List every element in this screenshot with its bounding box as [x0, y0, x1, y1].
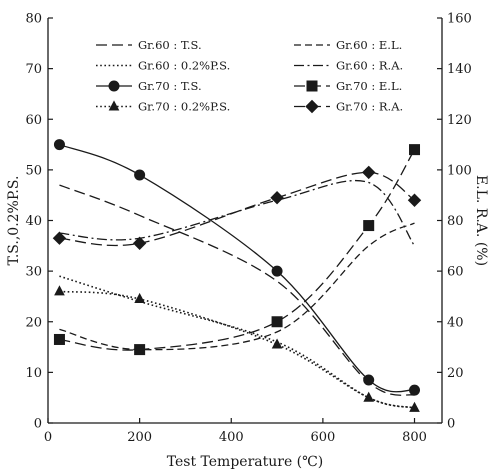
data-point-square: [306, 80, 318, 92]
y-right-tick-label: 140: [447, 62, 472, 77]
data-point-triangle: [54, 285, 65, 296]
legend-label: Gr.60 : E.L.: [336, 38, 402, 52]
data-point-triangle: [363, 391, 375, 402]
y-left-axis-label: T.S.,0.2%P.S.: [6, 176, 22, 266]
series-7: [54, 285, 420, 412]
legend-entry: Gr.60 : R.A.: [294, 59, 403, 73]
y-left-tick-label: 80: [25, 12, 42, 27]
x-tick-label: 600: [310, 430, 335, 445]
series-line: [59, 222, 415, 351]
y-right-tick-label: 20: [447, 366, 464, 381]
data-point-diamond: [407, 193, 422, 207]
data-point-diamond: [132, 236, 147, 250]
tick-marks: 0 200 400 600 800010203040506070800204060801…: [25, 12, 471, 446]
x-tick-label: 400: [219, 430, 244, 445]
x-axis-label: Test Temperature (℃): [167, 454, 324, 470]
x-tick-label: 200: [127, 430, 152, 445]
series-8: [52, 165, 422, 250]
series-line: [59, 290, 415, 409]
data-point-diamond: [361, 165, 376, 180]
series-line: [59, 171, 415, 247]
y-left-tick-label: 60: [25, 113, 42, 128]
data-point-triangle: [271, 338, 283, 349]
data-point-circle: [271, 265, 283, 277]
series-2: [59, 222, 415, 351]
series-5: [53, 139, 421, 396]
y-left-tick-label: 0: [34, 417, 42, 432]
y-right-axis-label: E.L. R.A. (%): [473, 175, 489, 266]
legend-label: Gr.60 : T.S.: [138, 38, 202, 52]
y-right-tick-label: 80: [447, 214, 464, 229]
data-point-square: [134, 344, 146, 356]
data-point-triangle: [108, 100, 120, 111]
series-3: [59, 275, 415, 409]
data-point-square: [271, 316, 283, 328]
legend: Gr.60 : T.S. Gr.60 : E.L. Gr.60 : 0.2%P.S.…: [96, 38, 403, 114]
data-point-circle: [363, 374, 375, 386]
y-right-tick-label: 60: [447, 265, 464, 280]
series-line: [59, 275, 415, 409]
legend-entry: Gr.70 : T.S.: [96, 79, 202, 93]
x-tick-label: 800: [402, 430, 427, 445]
data-point-diamond: [305, 99, 319, 114]
x-tick-label: 0: [44, 430, 52, 445]
legend-entry: Gr.70 : R.A.: [294, 100, 403, 114]
data-point-diamond: [52, 231, 67, 245]
legend-label: Gr.60 : R.A.: [336, 59, 403, 73]
data-point-circle: [53, 139, 65, 151]
legend-label: Gr.70 : E.L.: [336, 79, 402, 93]
series-line: [59, 143, 415, 393]
y-right-tick-label: 120: [447, 113, 472, 128]
legend-entry: Gr.70 : 0.2%P.S.: [96, 100, 230, 114]
y-left-tick-label: 70: [25, 62, 42, 77]
y-right-tick-label: 0: [447, 417, 455, 432]
data-point-triangle: [409, 401, 420, 412]
y-left-tick-label: 30: [25, 265, 42, 280]
y-right-tick-label: 100: [447, 163, 472, 178]
legend-label: Gr.60 : 0.2%P.S.: [138, 59, 230, 73]
legend-entry: Gr.70 : E.L.: [294, 79, 402, 93]
data-point-square: [53, 333, 65, 345]
data-point-circle: [108, 80, 120, 92]
y-left-tick-label: 50: [25, 163, 42, 178]
series-6: [53, 144, 421, 356]
data-point-triangle: [134, 292, 145, 303]
y-left-tick-label: 40: [25, 214, 42, 229]
y-left-tick-label: 20: [25, 315, 42, 330]
legend-label: Gr.70 : 0.2%P.S.: [138, 100, 230, 114]
data-point-square: [409, 144, 421, 156]
legend-label: Gr.70 : R.A.: [336, 100, 403, 114]
data-point-diamond: [270, 191, 284, 205]
legend-entry: Gr.60 : T.S.: [96, 38, 202, 52]
series-line: [59, 184, 415, 396]
y-left-tick-label: 10: [25, 366, 42, 381]
series-1: [59, 184, 415, 396]
data-point-circle: [134, 169, 146, 181]
data-point-circle: [409, 384, 421, 396]
legend-entry: Gr.60 : 0.2%P.S.: [96, 59, 230, 73]
legend-label: Gr.70 : T.S.: [138, 79, 202, 93]
legend-entry: Gr.60 : E.L.: [294, 38, 402, 52]
series-lines: [52, 139, 422, 412]
y-right-tick-label: 40: [447, 315, 464, 330]
y-right-tick-label: 160: [447, 12, 472, 27]
data-point-square: [363, 220, 375, 232]
series-line: [59, 149, 416, 351]
